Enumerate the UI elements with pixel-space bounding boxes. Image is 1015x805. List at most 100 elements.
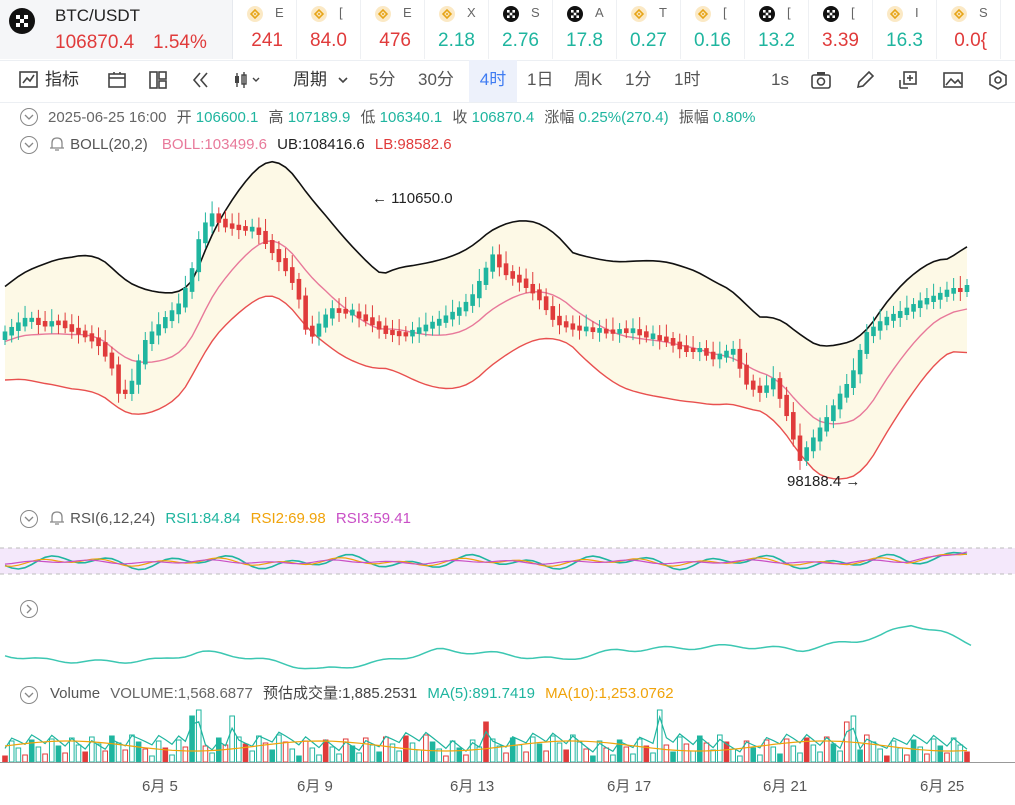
ticker-symbol: T [659, 5, 667, 20]
candle [430, 321, 435, 329]
candle [737, 348, 743, 369]
period-1m[interactable]: 1分 [625, 70, 652, 89]
rsi-collapse-icon[interactable] [20, 510, 38, 528]
volume-bar [289, 748, 296, 763]
last-price: 106870.4 [55, 32, 135, 53]
ticker-item[interactable]: E 476 [361, 0, 425, 59]
settings-icon[interactable] [987, 69, 1009, 91]
ticker-symbol: [ [851, 5, 855, 20]
ticker-item[interactable]: S31 [1001, 0, 1015, 59]
high-value: 107189.9 [287, 109, 351, 126]
period-week[interactable]: 周K [574, 70, 603, 89]
volume-collapse-icon[interactable] [20, 686, 38, 704]
ticker-item[interactable]: X 2.18 [425, 0, 489, 59]
period-1h[interactable]: 1时 [674, 70, 701, 89]
okx-icon [823, 6, 839, 22]
indicator-chart[interactable] [0, 598, 1015, 680]
candle [142, 340, 148, 365]
candle [82, 330, 88, 338]
ticker-item[interactable]: [3.39 [809, 0, 873, 59]
rsi-bell-icon[interactable] [48, 510, 66, 526]
candle [791, 412, 796, 440]
high-label: 高 [268, 109, 284, 126]
candle [697, 348, 703, 353]
ticker-price: 16.3 [886, 30, 923, 51]
volume-bar [15, 747, 22, 763]
volume-bar [924, 753, 930, 763]
volume-bar [610, 754, 616, 763]
indicator-icon[interactable] [18, 69, 40, 91]
bnb-icon [439, 6, 455, 22]
period-1s[interactable]: 1s [771, 70, 789, 89]
replay-icon[interactable] [190, 69, 212, 91]
ticker-item[interactable]: [13.2 [745, 0, 809, 59]
candle [944, 289, 950, 297]
ticker-price: 2.18 [438, 30, 475, 51]
ticker-price: 3.39 [822, 30, 859, 51]
period-1d[interactable]: 1日 [527, 70, 554, 89]
add-drawing-icon[interactable] [897, 69, 919, 91]
layout-icon[interactable] [106, 69, 128, 91]
candle-type-icon[interactable] [232, 69, 262, 91]
expand-indicator-icon[interactable] [20, 600, 38, 618]
volume-bar [423, 734, 429, 763]
candle [817, 427, 823, 442]
volume-bar [356, 752, 362, 763]
volume-bar [817, 751, 823, 763]
candle [316, 323, 322, 337]
boll-upper-line [4, 160, 968, 347]
ticker-price: 0.27 [630, 30, 667, 51]
candle [76, 327, 81, 335]
candle [36, 317, 41, 326]
ticker-item[interactable]: S 2.76 [489, 0, 553, 59]
rsi2-value: RSI2:69.98 [250, 510, 326, 527]
ticker-item[interactable]: E 241 [233, 0, 297, 59]
ticker-price: 0.16 [694, 30, 731, 51]
high-price-marker: ← 110650.0 [372, 190, 453, 207]
volume-bar [222, 744, 229, 763]
period-5m[interactable]: 5分 [369, 70, 396, 89]
ticker-item[interactable]: A 17.8 [553, 0, 617, 59]
candle [303, 295, 308, 330]
bell-icon[interactable] [48, 136, 66, 152]
volume-bar [369, 744, 376, 763]
candlestick-chart[interactable]: ← 110650.0 98188.4 → [0, 160, 1015, 500]
candle [931, 295, 936, 303]
pencil-icon[interactable] [854, 69, 876, 91]
candle [49, 321, 55, 327]
ticker-symbol: A [595, 5, 604, 20]
x-axis-label: 6月 17 [607, 778, 652, 795]
ticker-item[interactable]: S 0.0{ [937, 0, 1001, 59]
camera-icon[interactable] [810, 69, 832, 91]
volume-bar [550, 735, 556, 763]
ticker-price: 241 [251, 30, 283, 51]
rsi-chart[interactable] [0, 532, 1015, 594]
ticker-symbol: S [531, 5, 540, 20]
ticker-item[interactable]: [84.0 [297, 0, 361, 59]
ticker-bar: BTC/USDT 106870.4 1.54% E 241 [84.0 E 476 X 2.… [0, 0, 1015, 61]
ticker-item[interactable]: [0.16 [681, 0, 745, 59]
boll-collapse-icon[interactable] [20, 136, 38, 154]
volume-bar [944, 752, 950, 763]
image-export-icon[interactable] [942, 69, 964, 91]
period-4h[interactable]: 4时 [469, 60, 517, 102]
candle [844, 384, 850, 398]
boll-info: BOLL(20,2) BOLL:103499.6 UB:108416.6 LB:… [48, 134, 452, 156]
candle [376, 321, 382, 330]
candle [323, 314, 328, 328]
volume-bar [676, 736, 683, 763]
candle [370, 317, 375, 326]
volume-bar [536, 743, 543, 763]
ticker-item[interactable]: T 0.27 [617, 0, 681, 59]
volume-bar [957, 744, 964, 763]
period-30m[interactable]: 30分 [418, 70, 454, 89]
indicators-button[interactable]: 指标 [45, 70, 79, 89]
candle [22, 317, 28, 327]
grid-layout-icon[interactable] [147, 69, 169, 91]
collapse-toggle-icon[interactable] [20, 108, 38, 126]
period-dropdown[interactable]: 周期 [293, 70, 327, 89]
candle [891, 313, 896, 321]
ticker-item[interactable]: I 16.3 [873, 0, 937, 59]
volume-bar [249, 750, 255, 763]
ticker-main-btc[interactable]: BTC/USDT 106870.4 1.54% [0, 0, 233, 59]
